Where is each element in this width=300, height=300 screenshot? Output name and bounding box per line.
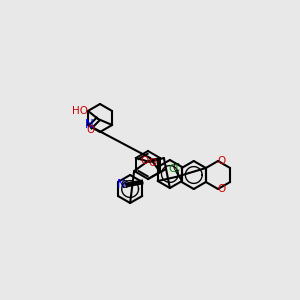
Text: O: O — [217, 184, 225, 194]
Text: O: O — [140, 156, 148, 166]
Text: O: O — [217, 156, 225, 166]
Text: O: O — [149, 158, 157, 168]
Text: C: C — [172, 163, 179, 173]
Text: C: C — [121, 180, 128, 190]
Text: N: N — [85, 118, 93, 131]
Text: Cl: Cl — [169, 164, 179, 174]
Text: O: O — [86, 125, 94, 135]
Text: N: N — [117, 178, 126, 191]
Text: HO: HO — [72, 106, 88, 116]
